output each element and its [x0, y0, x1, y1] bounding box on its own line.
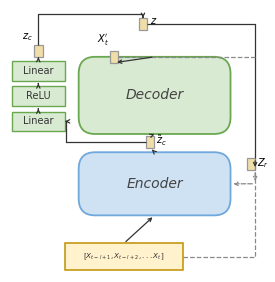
- Bar: [12, 86, 65, 106]
- Bar: [146, 136, 154, 148]
- Text: ReLU: ReLU: [26, 91, 51, 101]
- FancyBboxPatch shape: [79, 152, 230, 215]
- Text: $Z_r$: $Z_r$: [257, 156, 269, 169]
- Bar: [65, 243, 183, 270]
- Text: Encoder: Encoder: [126, 177, 183, 191]
- Bar: [12, 112, 65, 131]
- Text: Linear: Linear: [23, 66, 54, 76]
- Bar: [110, 51, 118, 63]
- Bar: [12, 61, 65, 81]
- Bar: [247, 158, 255, 170]
- Bar: [34, 45, 43, 57]
- Text: Decoder: Decoder: [125, 88, 184, 102]
- Text: $z$: $z$: [150, 16, 157, 26]
- Text: $\tilde{z}_c$: $\tilde{z}_c$: [156, 133, 167, 148]
- Text: $X_t'$: $X_t'$: [97, 32, 109, 47]
- Bar: [139, 18, 147, 30]
- Text: Linear: Linear: [23, 116, 54, 126]
- Text: $z_c$: $z_c$: [22, 31, 33, 43]
- FancyBboxPatch shape: [79, 57, 230, 134]
- Text: $[X_{t-l+1}, X_{t-l+2}, ...X_t]$: $[X_{t-l+1}, X_{t-l+2}, ...X_t]$: [83, 252, 164, 262]
